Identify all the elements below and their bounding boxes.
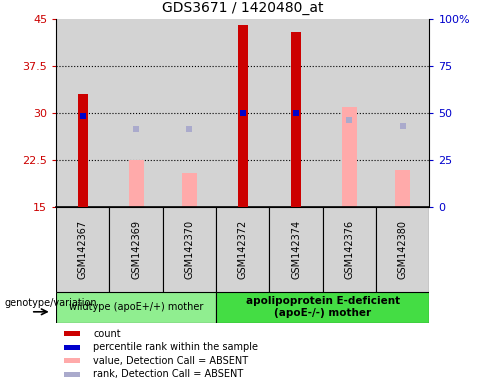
Text: GSM142367: GSM142367 — [78, 220, 88, 279]
Bar — [163, 207, 216, 292]
Bar — [182, 173, 197, 207]
Text: count: count — [94, 329, 121, 339]
Text: GSM142370: GSM142370 — [184, 220, 194, 279]
Bar — [216, 292, 429, 323]
Bar — [109, 207, 163, 292]
Text: GSM142374: GSM142374 — [291, 220, 301, 279]
Bar — [129, 161, 143, 207]
Text: wildtype (apoE+/+) mother: wildtype (apoE+/+) mother — [69, 302, 203, 312]
Bar — [63, 372, 80, 377]
Bar — [63, 358, 80, 363]
Text: apolipoprotein E-deficient
(apoE-/-) mother: apolipoprotein E-deficient (apoE-/-) mot… — [246, 296, 400, 318]
Bar — [56, 19, 109, 207]
Bar — [63, 345, 80, 349]
Bar — [238, 25, 247, 207]
Bar — [323, 19, 376, 207]
Bar — [56, 207, 109, 292]
Text: GSM142369: GSM142369 — [131, 220, 141, 279]
Bar — [216, 207, 269, 292]
Bar — [78, 94, 87, 207]
Bar — [323, 207, 376, 292]
Title: GDS3671 / 1420480_at: GDS3671 / 1420480_at — [162, 2, 324, 15]
Bar — [109, 19, 163, 207]
Text: rank, Detection Call = ABSENT: rank, Detection Call = ABSENT — [94, 369, 244, 379]
Bar — [395, 170, 410, 207]
Bar — [376, 207, 429, 292]
Bar — [216, 19, 269, 207]
Bar — [342, 107, 357, 207]
Bar — [269, 207, 323, 292]
Text: value, Detection Call = ABSENT: value, Detection Call = ABSENT — [94, 356, 248, 366]
Bar — [269, 19, 323, 207]
Text: GSM142372: GSM142372 — [238, 220, 248, 279]
Bar — [376, 19, 429, 207]
Bar — [163, 19, 216, 207]
Text: GSM142380: GSM142380 — [398, 220, 408, 279]
Text: genotype/variation: genotype/variation — [5, 298, 98, 308]
Text: GSM142376: GSM142376 — [345, 220, 354, 279]
Bar — [56, 292, 216, 323]
Bar — [291, 32, 301, 207]
Text: percentile rank within the sample: percentile rank within the sample — [94, 342, 259, 352]
Bar — [63, 331, 80, 336]
